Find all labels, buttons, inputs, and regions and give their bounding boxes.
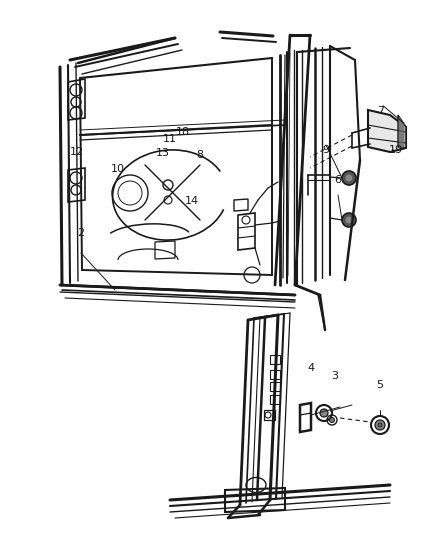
Text: 10: 10 [110, 165, 124, 174]
Circle shape [329, 417, 335, 423]
Circle shape [320, 409, 328, 417]
Circle shape [345, 216, 353, 224]
Polygon shape [398, 115, 406, 148]
Text: 3: 3 [332, 371, 339, 381]
Text: 6: 6 [334, 175, 341, 184]
Text: 2: 2 [78, 228, 85, 238]
Text: 11: 11 [163, 134, 177, 143]
Text: 18: 18 [176, 127, 190, 136]
Circle shape [375, 420, 385, 430]
Text: 19: 19 [389, 146, 403, 155]
Text: 13: 13 [156, 148, 170, 158]
Circle shape [342, 213, 356, 227]
Text: 14: 14 [184, 196, 198, 206]
Text: 8: 8 [196, 150, 203, 159]
Circle shape [378, 423, 382, 427]
Circle shape [342, 171, 356, 185]
Polygon shape [368, 110, 406, 152]
Text: 12: 12 [70, 147, 84, 157]
Text: 5: 5 [377, 380, 384, 390]
Text: 4: 4 [307, 363, 314, 373]
Text: 9: 9 [323, 146, 330, 155]
Text: 7: 7 [378, 106, 385, 116]
Circle shape [345, 174, 353, 182]
